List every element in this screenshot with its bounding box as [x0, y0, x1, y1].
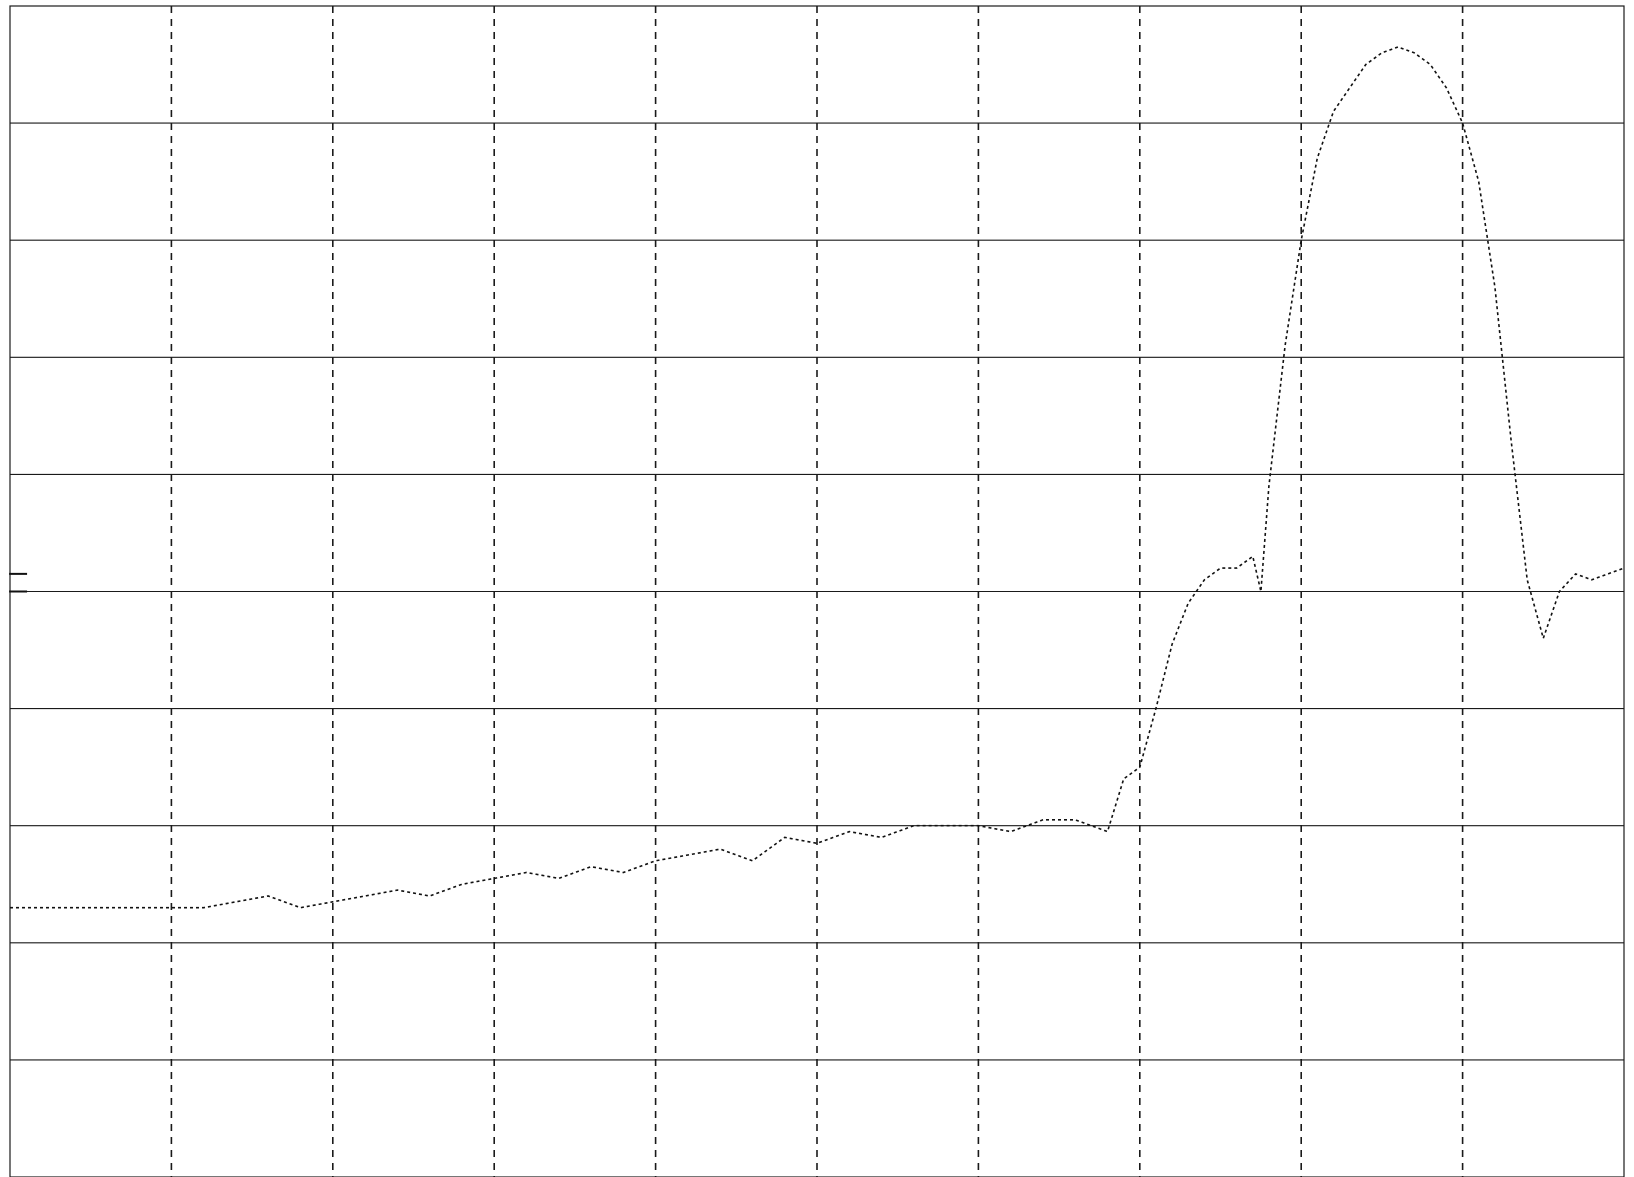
vertical-grid — [170, 6, 1464, 1177]
level-markers — [9, 572, 28, 593]
